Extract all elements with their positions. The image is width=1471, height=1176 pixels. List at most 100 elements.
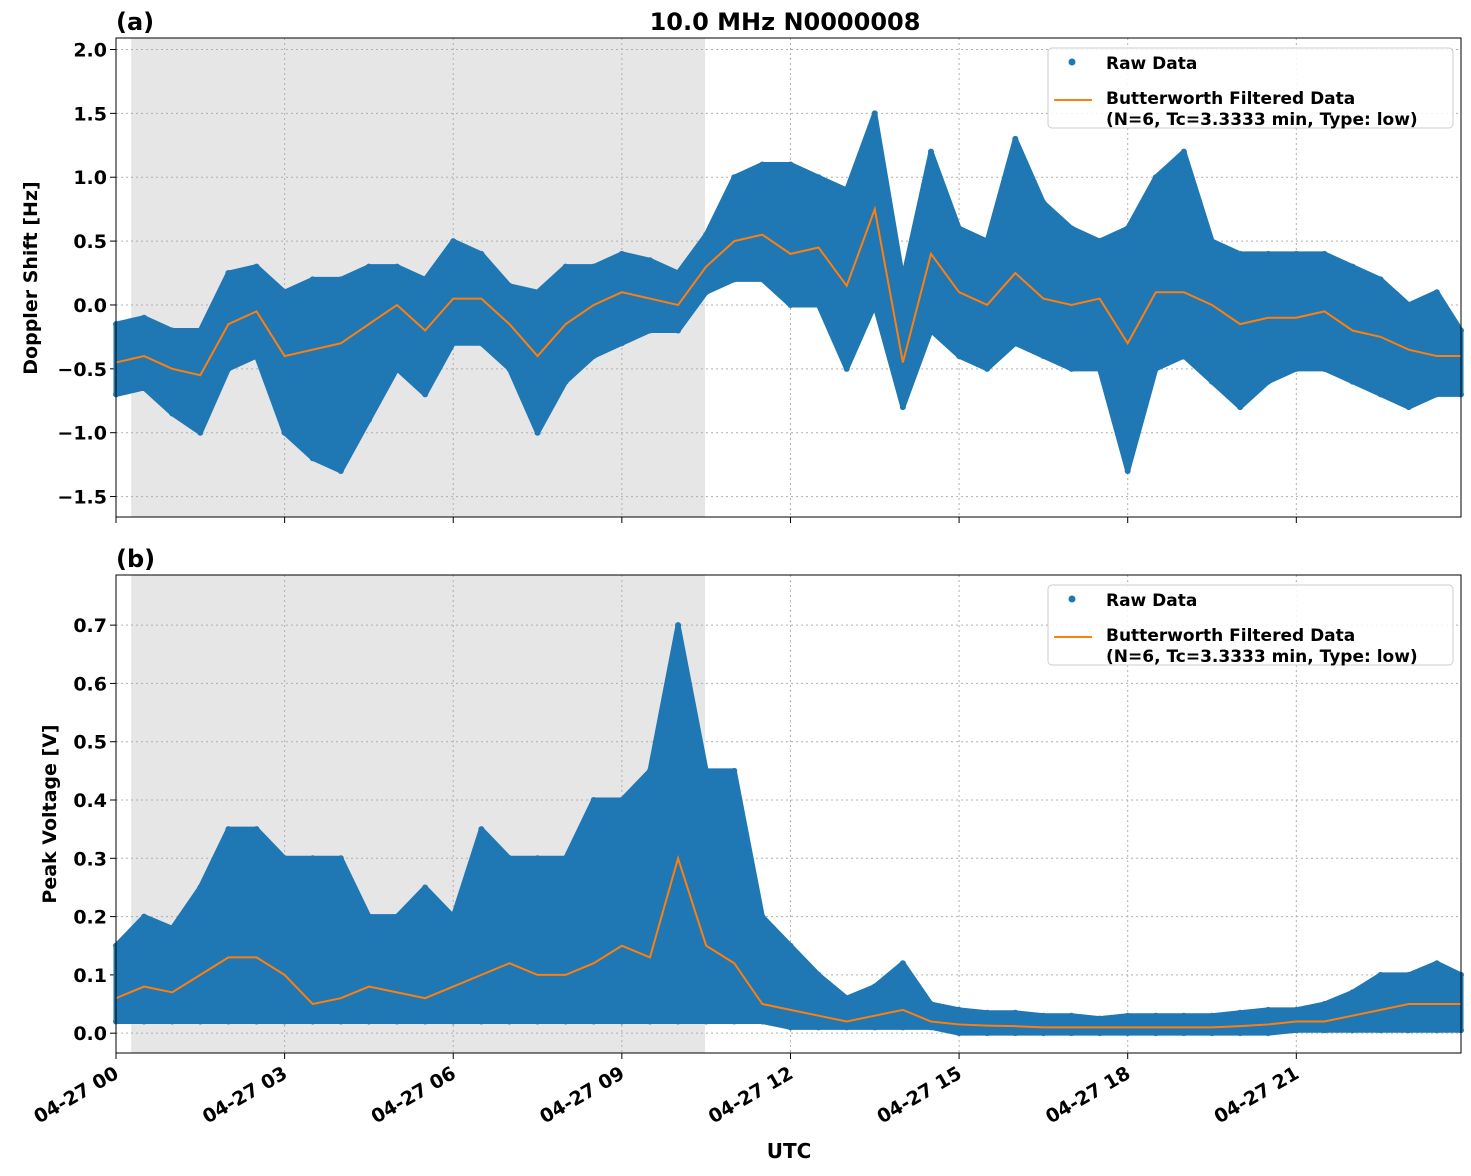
raw-data-point [478, 250, 485, 257]
raw-data-point [590, 353, 597, 360]
raw-data-point [197, 1018, 204, 1025]
raw-data-point [871, 983, 878, 990]
y-axis-label-b: Peak Voltage [V] [39, 724, 61, 903]
x-tick-label: 04-27 18 [1042, 1062, 1134, 1128]
raw-data-point [815, 971, 822, 978]
y-tick-label: 0.3 [73, 848, 107, 870]
raw-data-point [562, 263, 569, 270]
raw-data-point [478, 826, 485, 833]
raw-data-point [787, 1024, 794, 1031]
legend-label: Butterworth Filtered Data [1106, 89, 1355, 109]
raw-data-point [618, 797, 625, 804]
panel-a-doppler-shift: −1.5 −1.0 −0.5 0.0 0.5 1.0 1.5 2.0 Raw Data Butte… [57, 37, 1464, 523]
raw-data-point [927, 327, 934, 334]
raw-data-point [984, 1030, 991, 1037]
raw-data-point [731, 276, 738, 283]
x-axis-label: UTC [767, 1139, 812, 1163]
raw-data-point [365, 416, 372, 423]
raw-data-point [703, 289, 710, 296]
raw-data-point [506, 855, 513, 862]
raw-data-point [169, 327, 176, 334]
raw-data-point [1068, 1030, 1075, 1037]
raw-data-point [871, 1024, 878, 1031]
raw-data-point [365, 913, 372, 920]
raw-data-point [646, 257, 653, 264]
raw-data-point [562, 855, 569, 862]
raw-data-point [1096, 1030, 1103, 1037]
legend-label: (N=6, Tc=3.3333 min, Type: low) [1106, 647, 1418, 667]
raw-data-point [1237, 1030, 1244, 1037]
raw-data-point [1349, 378, 1356, 385]
y-tick-label: 1.5 [73, 103, 107, 125]
legend-label: Raw Data [1106, 591, 1197, 611]
raw-data-point [1012, 1009, 1019, 1016]
x-tick-label: 04-27 09 [536, 1062, 628, 1128]
raw-data-point [1068, 365, 1075, 372]
raw-data-point [1293, 1006, 1300, 1013]
raw-data-point [309, 1018, 316, 1025]
raw-data-point [309, 455, 316, 462]
plot-frame [115, 37, 1462, 518]
raw-data-point [253, 1018, 260, 1025]
raw-data-point [1152, 365, 1159, 372]
raw-data-point [646, 1018, 653, 1025]
raw-data-point [1180, 353, 1187, 360]
raw-data-point [197, 429, 204, 436]
y-tick-label: 0.5 [73, 231, 107, 253]
raw-data-point [759, 161, 766, 168]
raw-data-point [1237, 250, 1244, 257]
raw-data-point [478, 1018, 485, 1025]
raw-data-point [337, 276, 344, 283]
raw-data-point [1237, 404, 1244, 411]
raw-data-point [197, 327, 204, 334]
raw-data-point [1040, 1030, 1047, 1037]
y-tick-label: 0.0 [73, 295, 107, 317]
x-tick-label: 04-27 03 [199, 1062, 291, 1128]
raw-data-point [534, 1018, 541, 1025]
raw-data-point [1321, 1027, 1328, 1034]
raw-data-point [1405, 301, 1412, 308]
raw-data-point [281, 1018, 288, 1025]
raw-data-point [1405, 404, 1412, 411]
raw-data-point [506, 365, 513, 372]
raw-data-point [534, 429, 541, 436]
raw-data-point [984, 365, 991, 372]
raw-data-point [562, 378, 569, 385]
raw-data-point [1209, 238, 1216, 245]
raw-data-point [1321, 365, 1328, 372]
raw-data-point [197, 884, 204, 891]
raw-data-point [1152, 1012, 1159, 1019]
raw-data-point [253, 826, 260, 833]
y-tick-label: 0.4 [73, 790, 107, 812]
raw-data-point [1265, 1030, 1272, 1037]
raw-data-point [1293, 1027, 1300, 1034]
raw-data-point [450, 340, 457, 347]
raw-data-point [731, 1018, 738, 1025]
x-tick-label: 04-27 21 [1211, 1062, 1303, 1128]
raw-data-point [1349, 263, 1356, 270]
raw-data-point [815, 174, 822, 181]
legend-box [1047, 584, 1454, 666]
raw-data-point [1433, 1027, 1440, 1034]
raw-data-point [759, 913, 766, 920]
raw-data-point [956, 225, 963, 232]
raw-data-point [899, 960, 906, 967]
legend-raw-marker [1068, 58, 1076, 66]
raw-data-point [787, 161, 794, 168]
raw-data-point [984, 238, 991, 245]
raw-data-point [1180, 148, 1187, 155]
raw-data-point [590, 263, 597, 270]
raw-data-point [1209, 1012, 1216, 1019]
y-tick-label: 0.6 [73, 673, 107, 695]
raw-data-point [1152, 174, 1159, 181]
raw-data-point [646, 767, 653, 774]
y-axis-label-a: Doppler Shift [Hz] [20, 181, 42, 374]
raw-data-point [169, 925, 176, 932]
raw-data-point [984, 1009, 991, 1016]
raw-data-point [1321, 250, 1328, 257]
raw-data-point [731, 174, 738, 181]
raw-data-point [450, 238, 457, 245]
raw-data-point [1377, 1027, 1384, 1034]
raw-data-point [506, 1018, 513, 1025]
raw-data-point [1377, 391, 1384, 398]
